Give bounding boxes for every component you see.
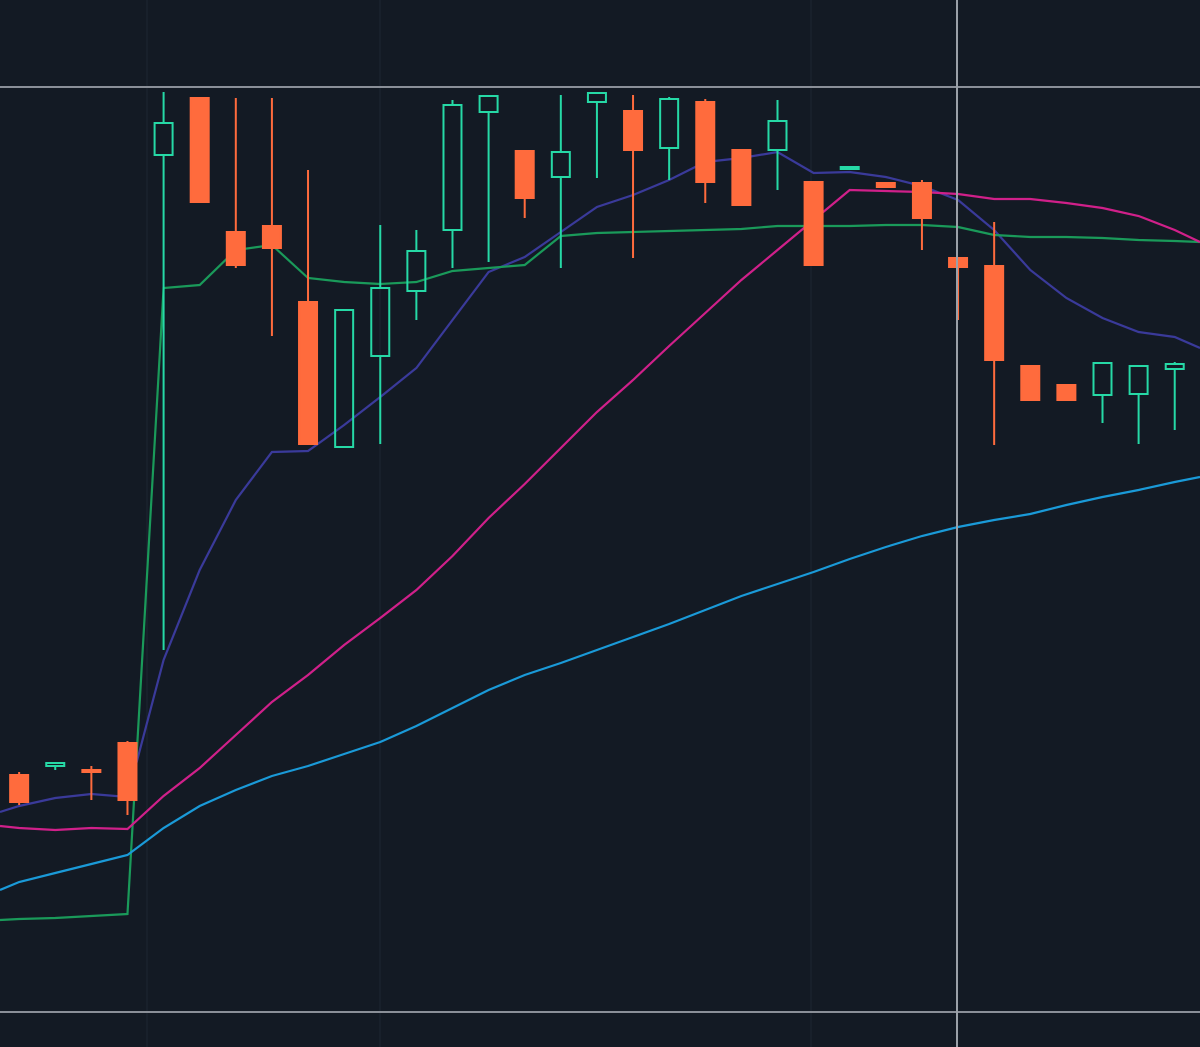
- candle-body: [659, 98, 680, 149]
- candle-body: [225, 231, 246, 266]
- moving-average-line: [0, 475, 1200, 892]
- candle-body: [695, 101, 716, 183]
- candle-body: [370, 287, 391, 357]
- candle-body: [731, 149, 752, 206]
- candle-body: [550, 151, 571, 178]
- candle-body: [839, 166, 860, 170]
- candle-body: [1092, 362, 1113, 396]
- candle-body: [911, 182, 932, 219]
- grid: [146, 0, 812, 1047]
- candle-body: [875, 182, 896, 188]
- candle-body: [442, 104, 463, 231]
- moving-average-line: [0, 188, 1200, 832]
- candle-body: [514, 150, 535, 199]
- candle-body: [1164, 363, 1185, 370]
- candle-body: [1056, 384, 1077, 401]
- candle-body: [45, 762, 66, 767]
- candle-body: [586, 92, 607, 103]
- candle-body: [948, 257, 969, 268]
- candle-body: [767, 120, 788, 151]
- candle-body: [153, 122, 174, 156]
- candle-body: [1020, 365, 1041, 401]
- candle-body: [406, 250, 427, 292]
- candle-body: [478, 95, 499, 113]
- candle-body: [984, 265, 1005, 361]
- candle-body: [298, 301, 319, 445]
- candle-body: [81, 769, 102, 773]
- candle-body: [803, 181, 824, 266]
- moving-average-line: [0, 223, 1200, 922]
- candle-body: [9, 774, 30, 803]
- candle-body: [623, 110, 644, 151]
- candle-body: [117, 742, 138, 801]
- candle-body: [1128, 365, 1149, 395]
- candle-body: [334, 309, 355, 448]
- candle-body: [189, 97, 210, 203]
- moving-average-line: [0, 150, 1200, 814]
- candle-body: [261, 225, 282, 249]
